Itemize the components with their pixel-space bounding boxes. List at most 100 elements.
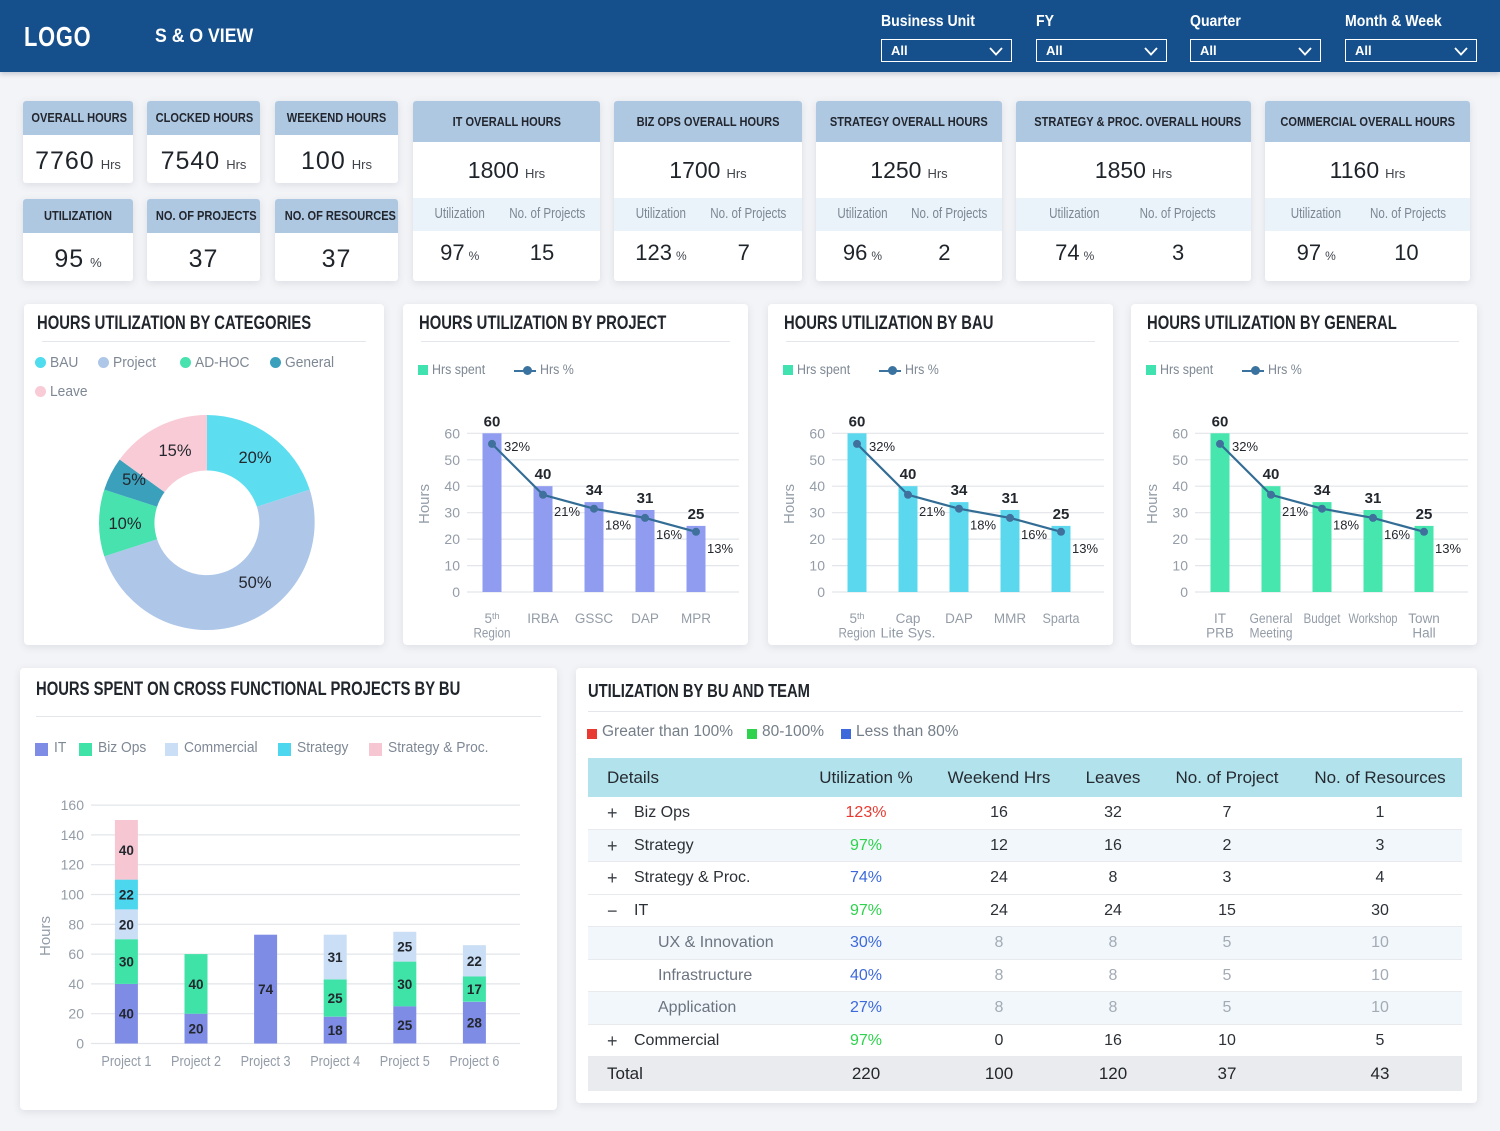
svg-text:18%: 18% (970, 518, 996, 533)
svg-text:60: 60 (68, 946, 84, 962)
svg-text:40: 40 (119, 1007, 134, 1022)
svg-text:100: 100 (61, 887, 85, 903)
svg-text:16%: 16% (1021, 527, 1047, 542)
svg-text:160: 160 (61, 797, 85, 813)
svg-text:30: 30 (397, 977, 412, 992)
svg-text:21%: 21% (1282, 504, 1308, 519)
svg-text:32%: 32% (504, 439, 530, 454)
svg-text:10: 10 (444, 558, 460, 574)
svg-text:30: 30 (444, 505, 460, 521)
svg-text:0: 0 (817, 584, 825, 600)
svg-text:10: 10 (809, 558, 825, 574)
svg-text:Hours: Hours (781, 484, 798, 524)
svg-text:40: 40 (535, 466, 552, 483)
svg-text:Workshop: Workshop (1349, 611, 1398, 626)
svg-text:34: 34 (1314, 482, 1331, 499)
svg-text:16%: 16% (656, 527, 682, 542)
svg-text:34: 34 (951, 482, 968, 499)
svg-text:22: 22 (119, 888, 134, 903)
svg-text:140: 140 (61, 827, 85, 843)
svg-text:5th: 5th (849, 611, 864, 626)
svg-text:40: 40 (444, 478, 460, 494)
svg-text:Sparta: Sparta (1043, 611, 1080, 626)
svg-text:DAP: DAP (945, 611, 973, 626)
svg-text:60: 60 (444, 425, 460, 441)
svg-text:0: 0 (1180, 584, 1188, 600)
svg-text:18%: 18% (1333, 518, 1359, 533)
svg-text:31: 31 (328, 950, 344, 965)
svg-text:50: 50 (444, 452, 460, 468)
svg-text:IT: IT (1214, 611, 1226, 626)
svg-text:20: 20 (1172, 531, 1188, 547)
svg-text:30: 30 (809, 505, 825, 521)
svg-text:Cap: Cap (896, 611, 921, 626)
svg-text:50%: 50% (238, 574, 271, 592)
svg-text:13%: 13% (1435, 541, 1461, 556)
svg-text:Meeting: Meeting (1250, 626, 1293, 641)
svg-text:DAP: DAP (631, 611, 659, 626)
svg-text:60: 60 (809, 425, 825, 441)
svg-text:0: 0 (76, 1036, 84, 1052)
svg-text:28: 28 (467, 1016, 483, 1031)
svg-text:GSSC: GSSC (575, 611, 614, 626)
svg-text:Town: Town (1408, 611, 1440, 626)
svg-text:MMR: MMR (994, 611, 1026, 626)
svg-text:10: 10 (1172, 558, 1188, 574)
svg-text:32%: 32% (1232, 439, 1258, 454)
svg-text:40: 40 (1263, 466, 1280, 483)
svg-text:21%: 21% (554, 504, 580, 519)
svg-text:5%: 5% (122, 471, 146, 489)
svg-text:120: 120 (61, 857, 85, 873)
svg-text:40: 40 (809, 478, 825, 494)
svg-text:22: 22 (467, 954, 482, 969)
svg-text:60: 60 (849, 413, 866, 430)
svg-text:40: 40 (900, 466, 917, 483)
svg-text:25: 25 (328, 991, 344, 1006)
svg-text:13%: 13% (707, 541, 733, 556)
svg-text:13%: 13% (1072, 541, 1098, 556)
svg-text:25: 25 (397, 940, 413, 955)
svg-text:40: 40 (119, 843, 134, 858)
svg-text:31: 31 (1002, 490, 1019, 507)
svg-text:74: 74 (258, 982, 274, 997)
svg-text:40: 40 (68, 976, 84, 992)
svg-text:31: 31 (637, 490, 654, 507)
svg-text:18: 18 (328, 1023, 344, 1038)
svg-text:Hall: Hall (1412, 626, 1435, 641)
svg-text:16%: 16% (1384, 527, 1410, 542)
svg-text:80: 80 (68, 916, 84, 932)
svg-text:Hours: Hours (37, 916, 54, 956)
svg-text:40: 40 (1172, 478, 1188, 494)
svg-text:20: 20 (444, 531, 460, 547)
svg-text:25: 25 (1053, 506, 1070, 523)
svg-text:10%: 10% (108, 515, 141, 533)
svg-text:Project 5: Project 5 (380, 1054, 430, 1070)
svg-text:50: 50 (809, 452, 825, 468)
svg-text:PRB: PRB (1206, 626, 1234, 641)
svg-text:15%: 15% (158, 442, 191, 460)
svg-text:Project 3: Project 3 (241, 1054, 291, 1070)
svg-text:20: 20 (68, 1006, 84, 1022)
svg-text:21%: 21% (919, 504, 945, 519)
svg-text:32%: 32% (869, 439, 895, 454)
svg-text:25: 25 (1416, 506, 1433, 523)
svg-text:60: 60 (1212, 413, 1229, 430)
svg-text:Project 1: Project 1 (101, 1054, 151, 1070)
svg-text:25: 25 (688, 506, 705, 523)
svg-text:Hours: Hours (1144, 484, 1161, 524)
svg-text:Region: Region (474, 626, 511, 641)
svg-text:MPR: MPR (681, 611, 711, 626)
svg-text:Region: Region (839, 626, 876, 641)
svg-text:0: 0 (452, 584, 460, 600)
svg-text:20: 20 (809, 531, 825, 547)
svg-text:Budget: Budget (1304, 611, 1341, 626)
svg-text:20: 20 (119, 917, 134, 932)
svg-text:Project 2: Project 2 (171, 1054, 221, 1070)
svg-text:Hours: Hours (416, 484, 433, 524)
svg-text:30: 30 (119, 955, 134, 970)
svg-text:50: 50 (1172, 452, 1188, 468)
svg-text:20: 20 (188, 1022, 203, 1037)
svg-text:18%: 18% (605, 518, 631, 533)
svg-text:60: 60 (1172, 425, 1188, 441)
svg-text:31: 31 (1365, 490, 1382, 507)
